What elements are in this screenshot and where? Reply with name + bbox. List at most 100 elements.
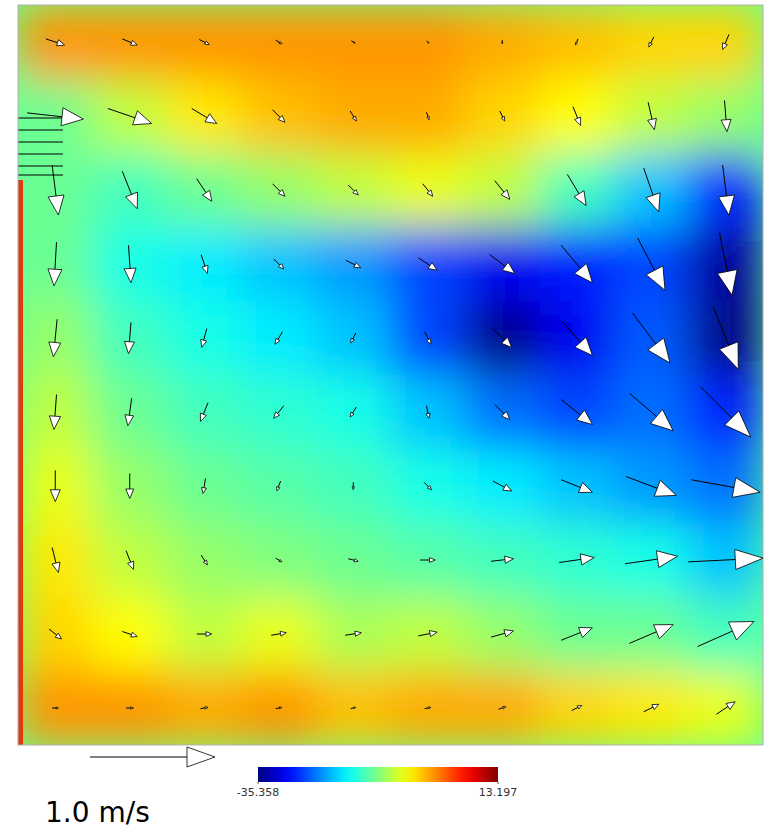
arrow-head xyxy=(279,707,282,709)
arrow-shaft xyxy=(691,480,734,488)
arrow-shaft xyxy=(644,707,653,712)
arrow-head xyxy=(131,632,138,637)
arrow-head xyxy=(354,263,361,268)
field-cell xyxy=(167,523,242,598)
scale-arrow xyxy=(90,747,215,767)
field-cell xyxy=(465,671,540,745)
vector xyxy=(48,165,64,215)
vector xyxy=(649,37,654,47)
arrow-shaft xyxy=(491,560,505,562)
vector xyxy=(351,707,356,709)
arrow-head xyxy=(124,341,134,353)
arrow-shaft xyxy=(27,113,62,117)
field-cell xyxy=(18,301,93,376)
arrow-head xyxy=(502,411,510,419)
arrow-shaft xyxy=(276,707,280,709)
field-cell xyxy=(540,523,615,598)
vector xyxy=(126,551,134,570)
vector xyxy=(46,39,65,46)
vector xyxy=(629,393,673,431)
arrow-head xyxy=(579,628,593,638)
field-cell xyxy=(465,375,540,450)
field xyxy=(18,5,763,745)
vector xyxy=(197,179,212,202)
vector xyxy=(273,110,286,123)
arrow-shaft xyxy=(278,332,283,340)
chart: 1.0 m/s-35.35813.197 xyxy=(0,0,770,837)
vector xyxy=(350,407,356,417)
field-cell xyxy=(465,523,540,598)
vector xyxy=(124,245,136,283)
arrow-shaft xyxy=(713,307,729,346)
arrow-head xyxy=(717,270,737,296)
field-cell xyxy=(93,449,168,524)
arrow-shaft xyxy=(201,255,205,267)
inlet-line xyxy=(18,154,63,155)
field-cell xyxy=(614,5,689,80)
arrow-shaft xyxy=(274,259,280,265)
field-cell xyxy=(242,671,317,745)
vector xyxy=(273,184,286,197)
vector xyxy=(573,107,581,126)
vector xyxy=(108,109,152,125)
arrow-shaft xyxy=(350,111,354,117)
field-cell xyxy=(614,301,689,376)
inlet-line xyxy=(18,118,63,119)
field-cell xyxy=(689,227,764,302)
vector xyxy=(644,704,659,712)
vector xyxy=(493,329,512,348)
arrow-head xyxy=(352,487,354,490)
arrow-shaft xyxy=(122,632,131,635)
field-cell xyxy=(465,449,540,524)
field-cell xyxy=(167,227,242,302)
arrow-head xyxy=(277,487,280,491)
field-cell xyxy=(316,301,391,376)
arrow-head xyxy=(278,190,285,197)
arrow-shaft xyxy=(493,481,505,487)
arrow-head xyxy=(278,264,283,269)
arrow-shaft xyxy=(278,481,280,487)
wall xyxy=(18,180,23,745)
vector xyxy=(50,470,60,501)
field-cell xyxy=(167,449,242,524)
arrow-shaft xyxy=(495,405,504,414)
vector xyxy=(713,307,738,370)
arrow-head xyxy=(52,562,60,573)
vector xyxy=(502,40,503,44)
arrow-head xyxy=(503,707,506,709)
arrow-shaft xyxy=(424,482,429,487)
arrow-head xyxy=(202,265,208,273)
field-cell xyxy=(316,153,391,228)
vector xyxy=(495,405,510,420)
arrow-shaft xyxy=(576,39,578,43)
arrow-head xyxy=(352,116,356,121)
field-cell xyxy=(614,597,689,672)
field-cell xyxy=(167,5,242,80)
vector xyxy=(561,245,592,283)
arrow-head xyxy=(48,195,64,215)
field-cell xyxy=(391,153,466,228)
vector xyxy=(192,109,217,124)
field-cell xyxy=(689,5,764,80)
vector xyxy=(427,112,430,120)
field-cell xyxy=(316,449,391,524)
arrow-shaft xyxy=(559,559,581,562)
field-cell xyxy=(167,153,242,228)
arrow-shaft xyxy=(723,165,727,196)
vector xyxy=(276,40,282,44)
field-cell xyxy=(391,597,466,672)
arrow-shaft xyxy=(698,631,733,647)
arrow-head xyxy=(126,489,134,499)
arrow-shaft xyxy=(626,477,657,489)
arrow-head xyxy=(575,264,593,283)
arrow-shaft xyxy=(197,179,206,193)
arrow-shaft xyxy=(192,109,208,118)
vector xyxy=(202,479,207,494)
arrow-head xyxy=(501,190,510,200)
vector xyxy=(723,35,729,50)
arrow-shaft xyxy=(495,181,504,193)
arrow-shaft xyxy=(345,634,355,636)
vector xyxy=(48,242,62,286)
field-cell xyxy=(316,597,391,672)
arrow-head xyxy=(353,42,355,44)
